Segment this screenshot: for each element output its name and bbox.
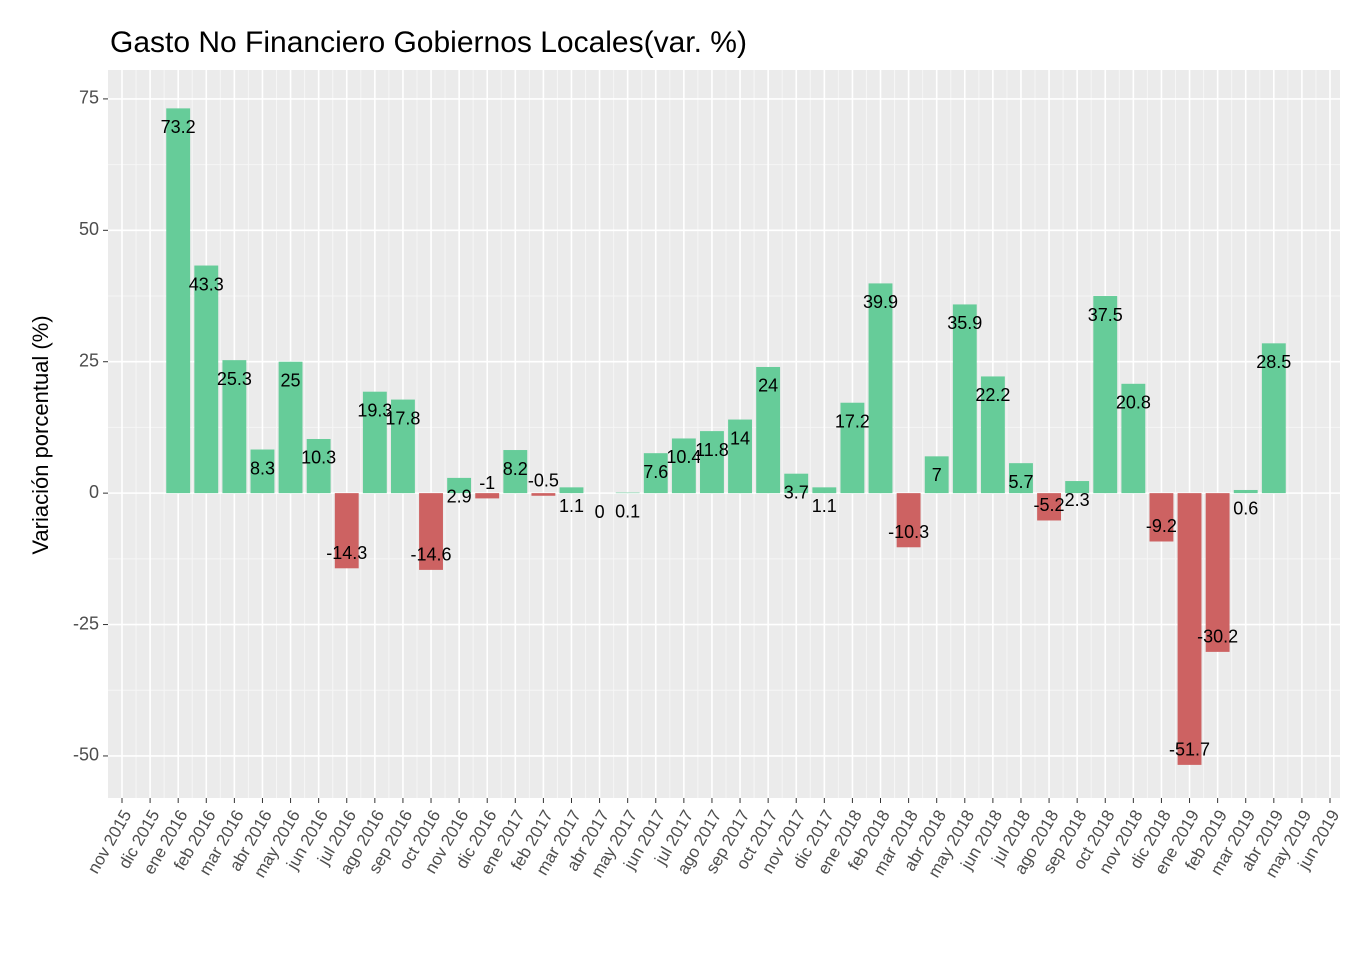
bar: [643, 453, 668, 494]
bar: [980, 376, 1005, 494]
value-label: 2.3: [1065, 490, 1090, 510]
value-label: 8.3: [250, 458, 275, 478]
bar: [952, 304, 977, 494]
value-label: 0.1: [615, 501, 640, 521]
value-label: 1.1: [559, 496, 584, 516]
y-tick-label: 0: [89, 482, 99, 502]
bar: [194, 265, 219, 494]
y-tick-label: 50: [79, 219, 99, 239]
value-label: 39.9: [863, 292, 898, 312]
value-label: 7: [932, 465, 942, 485]
value-label: 25.3: [217, 369, 252, 389]
bar: [924, 456, 949, 494]
bar: [475, 493, 500, 499]
value-label: 20.8: [1116, 393, 1151, 413]
bar: [756, 366, 781, 494]
value-label: -51.7: [1169, 740, 1210, 760]
value-label: 0.6: [1233, 499, 1258, 519]
bar: [1065, 481, 1090, 494]
y-tick-label: -25: [73, 613, 99, 633]
bar: [1177, 493, 1202, 765]
bar: [700, 431, 724, 494]
bar: [1121, 383, 1146, 494]
y-tick-label: -50: [73, 745, 99, 765]
chart-title: Gasto No Financiero Gobiernos Locales(va…: [110, 26, 747, 59]
value-label: -14.6: [411, 545, 452, 565]
value-label: 8.2: [503, 459, 528, 479]
bar: [222, 360, 247, 494]
value-label: 35.9: [947, 313, 982, 333]
bar: [306, 438, 331, 494]
value-label: 17.8: [385, 408, 420, 428]
bar: [419, 493, 443, 570]
bar: [868, 283, 893, 494]
bar: [447, 477, 472, 494]
value-label: 11.8: [695, 440, 729, 460]
value-label: 7.6: [643, 462, 668, 482]
value-label: 37.5: [1088, 305, 1123, 325]
value-label: 17.2: [835, 411, 870, 431]
bar: [1037, 493, 1062, 521]
bar: [1205, 493, 1230, 652]
bar: [671, 438, 696, 494]
bar: [896, 493, 921, 548]
value-label: 10.3: [301, 448, 336, 468]
bar: [1093, 296, 1118, 494]
bar: [615, 492, 640, 494]
value-label: 2.9: [447, 487, 472, 507]
bar: [390, 399, 415, 494]
value-label: 25: [281, 370, 301, 390]
bar: [840, 402, 865, 494]
bar: [784, 473, 809, 494]
bar: [362, 391, 387, 494]
value-label: 19.3: [357, 400, 392, 420]
value-label: 1.1: [812, 496, 837, 516]
bar: [1261, 343, 1286, 494]
value-label: 43.3: [189, 274, 224, 294]
bar: [503, 450, 528, 494]
value-label: 5.7: [1008, 472, 1033, 492]
y-tick-label: 25: [79, 350, 99, 370]
value-label: -30.2: [1197, 627, 1238, 647]
value-label: 24: [758, 376, 778, 396]
bar: [728, 419, 752, 494]
bar: [278, 361, 303, 494]
bar: [250, 449, 275, 494]
y-tick-label: 75: [79, 88, 99, 108]
value-label: 73.2: [161, 117, 196, 137]
value-label: 0: [595, 502, 605, 522]
value-label: 28.5: [1256, 352, 1291, 372]
value-label: 10.4: [666, 447, 701, 467]
value-label: -0.5: [528, 471, 559, 491]
bar: [1233, 489, 1258, 494]
value-label: 14: [730, 428, 750, 448]
bar: [166, 108, 191, 494]
value-label: -14.3: [326, 543, 367, 563]
value-label: -10.3: [888, 522, 929, 542]
value-label: 22.2: [975, 385, 1010, 405]
bar: [1149, 493, 1174, 542]
y-axis-label: Variación porcentual (%): [28, 315, 53, 554]
bar: [334, 493, 359, 569]
value-label: -9.2: [1146, 516, 1177, 536]
value-label: -1: [479, 473, 495, 493]
bar: [812, 487, 837, 494]
value-label: -5.2: [1034, 495, 1065, 515]
bar: [531, 493, 556, 496]
bar: [559, 487, 584, 494]
bar: [1009, 463, 1033, 494]
value-label: 3.7: [784, 482, 809, 502]
